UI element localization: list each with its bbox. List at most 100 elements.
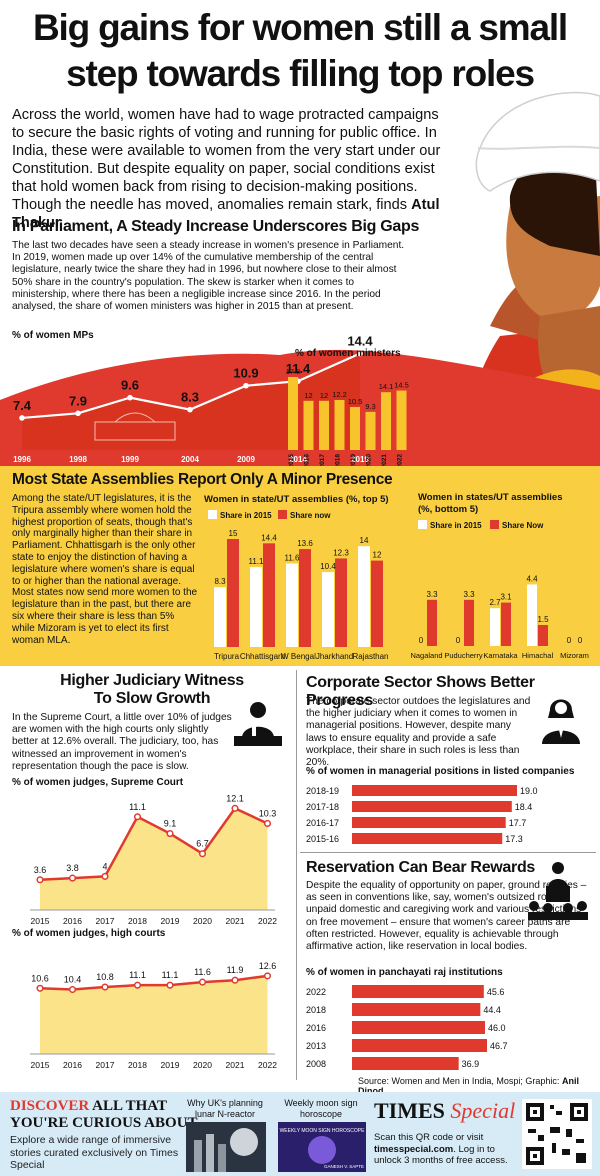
hc-value-label: 11.1 bbox=[162, 970, 179, 980]
discover-rest: ALL THAT bbox=[89, 1098, 167, 1114]
mps-year-label: 1999 bbox=[121, 455, 139, 464]
parliament-heading: In Parliament, A Steady Increase Undersc… bbox=[12, 218, 420, 235]
top5-bar-now bbox=[299, 549, 311, 647]
ministers-year-label: 2019 bbox=[350, 454, 357, 466]
section-divider bbox=[300, 852, 596, 853]
bottom5-category-label: Himachal bbox=[522, 651, 554, 660]
states-bottom5-title-1: Women in states/UT assemblies bbox=[418, 492, 563, 503]
top5-value-2015: 8.3 bbox=[214, 577, 226, 586]
managerial-bar bbox=[352, 833, 503, 844]
hc-year-label: 2018 bbox=[128, 1060, 147, 1070]
card2-title: Weekly moon sign horoscope bbox=[284, 1098, 358, 1119]
hc-value-label: 12.6 bbox=[259, 961, 277, 971]
title-line-2: step towards filling top roles bbox=[66, 53, 535, 94]
bottom5-category-label: Puducherry bbox=[444, 651, 483, 660]
bottom5-value-2015: 0 bbox=[419, 636, 424, 645]
scan-url[interactable]: timesspecial.com bbox=[374, 1143, 454, 1155]
sc-value-label: 12.1 bbox=[226, 793, 244, 803]
bottom5-bar-now bbox=[501, 602, 511, 646]
card1-image[interactable] bbox=[186, 1122, 266, 1172]
panchayati-category-label: 2018 bbox=[306, 1005, 326, 1015]
mps-value-label: 7.9 bbox=[69, 393, 87, 408]
parliament-outline bbox=[94, 421, 176, 441]
sc-point bbox=[231, 804, 239, 812]
intro-text: Across the world, women have had to wage… bbox=[12, 106, 442, 232]
sc-judges-chart: 3.6 2015 3.8 2016 4 2017 11.1 2018 9.1 2019 6.7 202… bbox=[30, 793, 277, 926]
source-credit: Anil Dinod bbox=[358, 1076, 579, 1096]
panchayati-title: % of women in panchayati raj institution… bbox=[306, 967, 503, 978]
mps-value-label: 8.3 bbox=[181, 390, 199, 405]
panchayati-category-label: 2022 bbox=[306, 987, 326, 997]
bottom5-bar-2015 bbox=[490, 608, 500, 646]
top5-bar-now bbox=[335, 558, 347, 647]
managerial-category-label: 2015-16 bbox=[306, 834, 339, 844]
sc-point bbox=[263, 819, 272, 828]
hc-point bbox=[36, 984, 44, 992]
legend-share-now: Share now bbox=[290, 511, 331, 520]
legend-swatch-now bbox=[278, 510, 287, 519]
intro-body: Across the world, women have had to wage… bbox=[12, 107, 441, 213]
mps-year-label: 2019 bbox=[351, 455, 369, 464]
states-top5-series: 8.3 15 Tripura 11.1 14.4 Chhattisgarh 11.6 13.6… bbox=[214, 529, 389, 661]
sc-value-label: 3.8 bbox=[66, 863, 79, 873]
managerial-chart: 2018-19 19.0 2017-18 18.4 2016-17 17.7 2015-16… bbox=[306, 785, 538, 844]
ministers-bar bbox=[288, 377, 298, 450]
sc-year-label: 2015 bbox=[31, 916, 50, 926]
ministers-year-label: 2016 bbox=[304, 454, 311, 466]
top5-bar-now bbox=[371, 560, 383, 647]
judiciary-heading-2: To Slow Growth bbox=[93, 690, 211, 707]
ministers-bar bbox=[303, 400, 314, 450]
legend-b-share-2015: Share in 2015 bbox=[430, 521, 482, 530]
panchayati-category-label: 2016 bbox=[306, 1023, 326, 1033]
panchayati-bar bbox=[352, 985, 484, 998]
hc-year-label: 2016 bbox=[63, 1060, 82, 1070]
hc-point bbox=[101, 983, 109, 991]
bottom5-bar-now bbox=[427, 599, 437, 646]
ministers-year-label: 2018 bbox=[335, 454, 342, 466]
top5-bar-2015 bbox=[358, 546, 370, 647]
mps-point bbox=[127, 394, 133, 401]
qr-code-icon[interactable] bbox=[522, 1099, 592, 1169]
hc-judges-title: % of women judges, high courts bbox=[12, 928, 166, 939]
mps-point bbox=[243, 382, 249, 389]
hc-point bbox=[68, 985, 77, 994]
card2-image[interactable]: WEEKLY MOON SIGN HOROSCOPE GANESH V. SAP… bbox=[278, 1122, 366, 1172]
panchayati-value-label: 46.0 bbox=[488, 1023, 506, 1033]
women-ministers-chart: 17.8 2015 12 2016 12 2017 12.2 2018 10.5 2019 9.3 2… bbox=[286, 367, 409, 466]
managerial-bar bbox=[352, 785, 517, 796]
mps-point bbox=[357, 350, 363, 357]
ministers-value-label: 12 bbox=[304, 391, 312, 400]
ministers-bar bbox=[365, 411, 376, 450]
managerial-category-label: 2017-18 bbox=[306, 802, 339, 812]
discover-heading: DISCOVER ALL THAT YOU'RE CURIOUS ABOUT bbox=[10, 1098, 198, 1132]
legend-b-swatch-now bbox=[490, 520, 499, 529]
ministers-bar bbox=[319, 400, 329, 450]
panchayati-value-label: 44.4 bbox=[483, 1005, 501, 1015]
top5-value-now: 12 bbox=[373, 551, 382, 560]
judiciary-text: In the Supreme Court, a little over 10% … bbox=[12, 712, 232, 772]
brand-special: Special bbox=[450, 1098, 516, 1123]
sc-value-label: 3.6 bbox=[34, 865, 47, 875]
ministers-value-label: 12.2 bbox=[332, 390, 347, 399]
ministers-year-label: 2017 bbox=[319, 454, 326, 466]
hc-year-label: 2022 bbox=[258, 1060, 277, 1070]
ministers-value-label: 14.5 bbox=[394, 381, 409, 390]
panchayati-bar bbox=[352, 1003, 481, 1016]
mps-year-label: 2009 bbox=[237, 455, 255, 464]
brand-logo: TIMES Special bbox=[374, 1098, 515, 1124]
top5-category-label: Jharkhand bbox=[316, 652, 353, 661]
hc-year-label: 2017 bbox=[96, 1060, 115, 1070]
source-text: Source: Women and Men in India, Mospi; G… bbox=[358, 1076, 560, 1086]
hc-value-label: 10.6 bbox=[31, 973, 49, 983]
bottom5-bar-now bbox=[538, 625, 548, 646]
hc-point bbox=[263, 972, 272, 980]
sc-area bbox=[40, 808, 268, 910]
states-text: Among the state/UT legislatures, it is t… bbox=[12, 493, 198, 646]
panchayati-value-label: 36.9 bbox=[462, 1059, 480, 1069]
podium-icon bbox=[528, 862, 588, 920]
card1-title: Why UK's planning lunar N-reactor bbox=[187, 1098, 263, 1119]
source-note: Source: Women and Men in India, Mospi; G… bbox=[358, 1076, 600, 1096]
women-ministers-title: % of women ministers bbox=[295, 348, 401, 359]
ministers-year-label: 2022 bbox=[397, 454, 404, 466]
panchayati-bar bbox=[352, 1021, 485, 1034]
